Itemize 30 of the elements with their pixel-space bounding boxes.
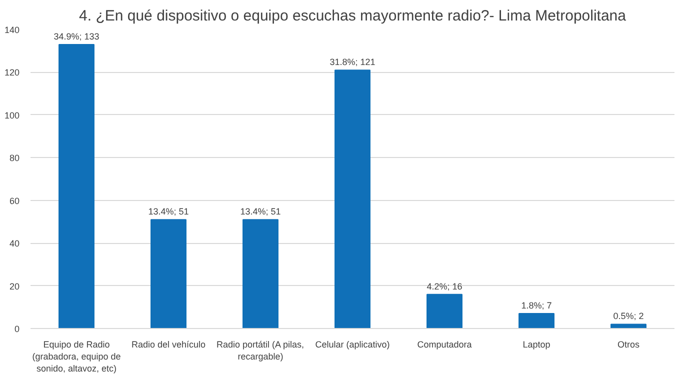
x-tick-label: Computadora [417, 340, 472, 350]
y-tick-label: 120 [4, 68, 20, 78]
data-label: 31.8%; 121 [330, 57, 376, 68]
y-tick-label: 140 [4, 25, 20, 35]
data-label: 34.9%; 133 [54, 31, 100, 42]
y-tick-label: 100 [4, 110, 20, 120]
data-label: 4.2%; 16 [426, 281, 462, 292]
bar [610, 324, 646, 328]
y-tick-label: 40 [9, 238, 20, 249]
y-tick-label: 80 [9, 153, 20, 164]
y-tick-label: 20 [9, 281, 20, 292]
x-tick-label: Otros [618, 340, 640, 350]
data-label: 0.5%; 2 [613, 311, 644, 322]
chart-title: 4. ¿En qué dispositivo o equipo escuchas mayormente radio?- Lima Metropolitana [79, 8, 627, 24]
bar [518, 313, 554, 328]
bar [334, 70, 370, 328]
x-tick-label: Radio del vehículo [131, 340, 206, 350]
y-tick-label: 60 [9, 196, 20, 206]
bar [242, 219, 278, 328]
data-label: 13.4%; 51 [240, 206, 281, 217]
x-tick-label: Celular (aplicativo) [315, 340, 390, 350]
x-tick-label: Equipo de Radio (grabadora, equipo de sonido, altavoz, etc) [32, 340, 121, 374]
bar [58, 44, 94, 328]
x-tick-label: Laptop [522, 340, 550, 350]
x-tick-label: Radio portátil (A pilas, recargable) [216, 340, 304, 362]
bar [426, 294, 462, 328]
bar [150, 219, 186, 328]
y-tick-label: 0 [14, 324, 20, 334]
data-label: 1.8%; 7 [521, 300, 552, 311]
data-label: 13.4%; 51 [148, 206, 189, 217]
